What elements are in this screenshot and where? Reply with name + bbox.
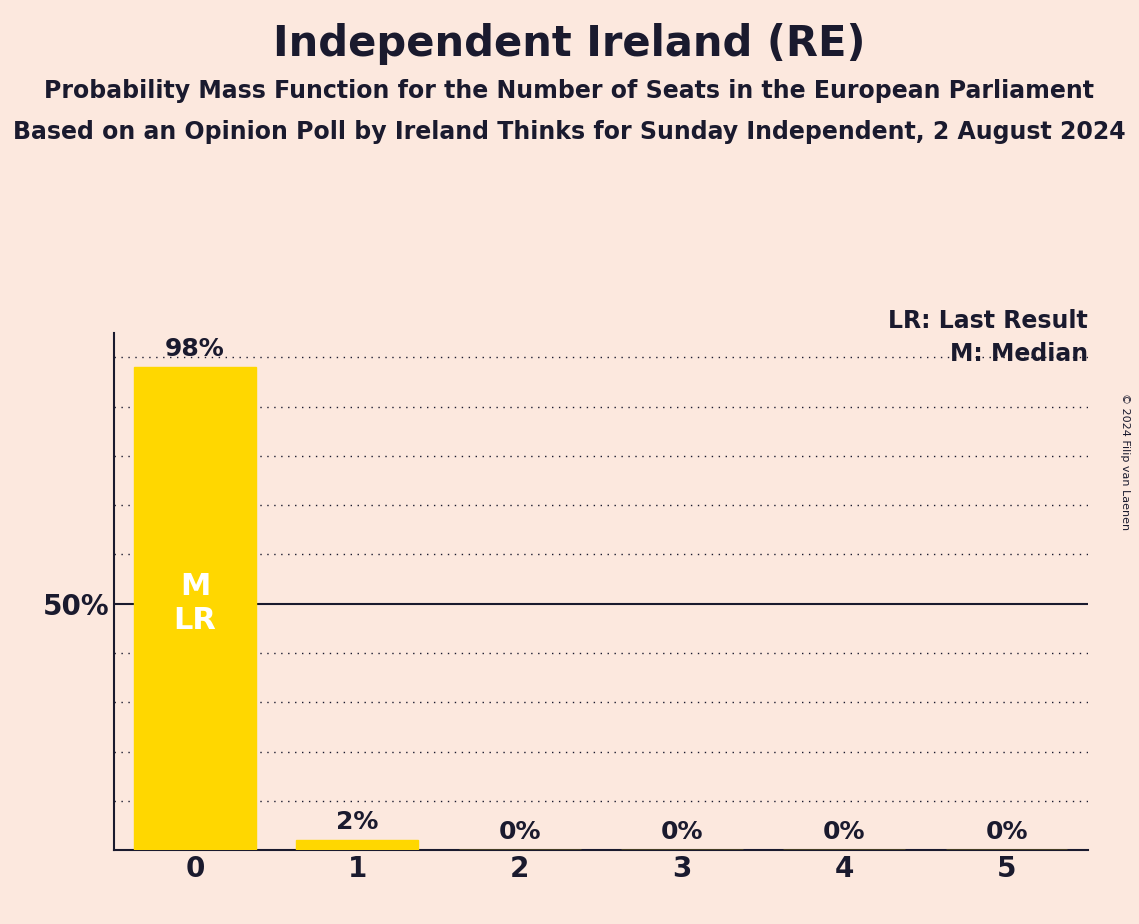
Text: M: Median: M: Median [950,342,1088,366]
Text: 2%: 2% [336,810,378,834]
Text: Probability Mass Function for the Number of Seats in the European Parliament: Probability Mass Function for the Number… [44,79,1095,103]
Text: M
LR: M LR [173,572,216,635]
Text: © 2024 Filip van Laenen: © 2024 Filip van Laenen [1120,394,1130,530]
Text: Based on an Opinion Poll by Ireland Thinks for Sunday Independent, 2 August 2024: Based on an Opinion Poll by Ireland Thin… [14,120,1125,144]
Bar [296,840,418,850]
Text: 0%: 0% [985,821,1027,845]
Text: Independent Ireland (RE): Independent Ireland (RE) [273,23,866,65]
Text: 0%: 0% [661,821,703,845]
Text: 98%: 98% [165,337,224,361]
Bar [134,367,256,850]
Text: 0%: 0% [499,821,541,845]
Text: 0%: 0% [823,821,866,845]
Text: LR: Last Result: LR: Last Result [888,309,1088,333]
